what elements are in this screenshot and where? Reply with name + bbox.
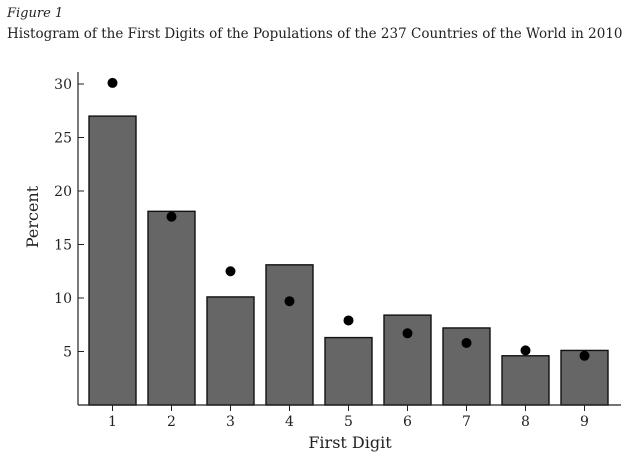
dot-3 xyxy=(225,266,236,277)
bar-1 xyxy=(88,115,137,406)
bar-8 xyxy=(501,355,550,406)
x-tick-label-8: 8 xyxy=(521,414,530,430)
x-axis-label: First Digit xyxy=(308,433,392,452)
y-axis-label: Percent xyxy=(23,185,42,248)
dot-5 xyxy=(343,315,354,326)
figure-label: Figure 1 xyxy=(7,6,64,21)
dots-group xyxy=(107,77,590,361)
dot-1 xyxy=(107,77,118,88)
y-tick-label-20: 20 xyxy=(54,184,72,200)
y-tick-label-30: 30 xyxy=(54,77,72,93)
bars-group xyxy=(88,115,609,406)
y-tick-label-5: 5 xyxy=(63,345,72,361)
x-tick-label-7: 7 xyxy=(462,414,471,430)
dot-9 xyxy=(579,350,590,361)
y-tick-label-15: 15 xyxy=(54,238,72,254)
dot-8 xyxy=(520,345,531,356)
x-tick-label-2: 2 xyxy=(167,414,176,430)
x-tick-label-1: 1 xyxy=(108,414,117,430)
x-tick-label-4: 4 xyxy=(285,414,294,430)
y-tick-label-25: 25 xyxy=(54,131,72,147)
x-tick-label-6: 6 xyxy=(403,414,412,430)
bar-5 xyxy=(324,336,373,406)
axes-group: 1 2 3 4 5 6 7 8 9 5 10 15 20 25 30 xyxy=(54,72,621,430)
figure-title: Histogram of the First Digits of the Pop… xyxy=(7,26,623,42)
dot-7 xyxy=(461,337,472,348)
x-tick-label-5: 5 xyxy=(344,414,353,430)
x-tick-label-3: 3 xyxy=(226,414,235,430)
dot-6 xyxy=(402,328,413,339)
dot-2 xyxy=(166,211,177,222)
x-tick-label-9: 9 xyxy=(580,414,589,430)
bar-4 xyxy=(265,264,314,406)
bar-3 xyxy=(206,296,255,406)
dot-4 xyxy=(284,296,295,307)
bar-2 xyxy=(147,210,196,406)
y-tick-label-10: 10 xyxy=(54,291,72,307)
